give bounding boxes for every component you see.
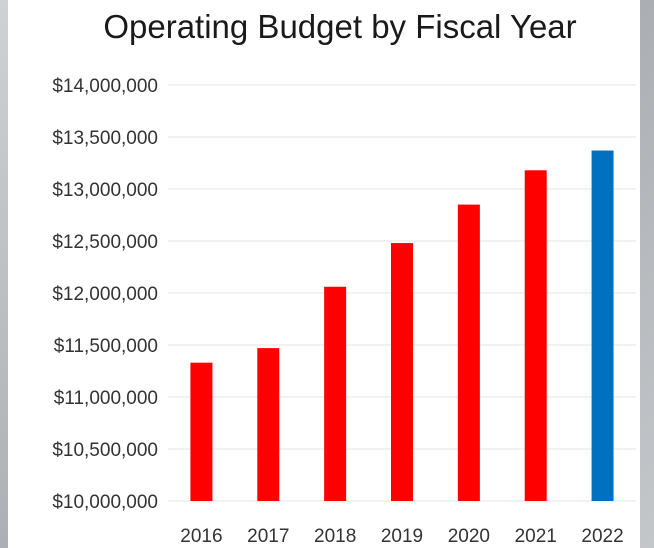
y-tick-label: $10,500,000: [52, 440, 158, 461]
bar-2016: [190, 362, 213, 501]
x-category-label: 2019: [381, 526, 423, 547]
x-category-label: 2018: [314, 526, 356, 547]
y-tick-label: $14,000,000: [52, 76, 158, 97]
bar-2022: [591, 150, 614, 501]
y-tick-label: $13,000,000: [52, 180, 158, 201]
y-tick-label: $12,000,000: [52, 284, 158, 305]
bar-2021: [524, 170, 547, 501]
y-tick-label: $10,000,000: [52, 492, 158, 513]
y-tick-label: $11,500,000: [54, 336, 158, 357]
chart-panel: Operating Budget by Fiscal Year $10,000,…: [8, 0, 640, 548]
bar-2020: [457, 204, 480, 501]
x-category-label: 2021: [515, 526, 557, 547]
y-tick-label: $13,500,000: [52, 128, 158, 149]
y-tick-label: $11,000,000: [54, 388, 158, 409]
y-tick-label: $12,500,000: [52, 232, 158, 253]
bar-chart: Operating Budget by Fiscal Year $10,000,…: [52, 8, 636, 547]
x-category-label: 2016: [180, 526, 222, 547]
chart-title: Operating Budget by Fiscal Year: [103, 8, 576, 45]
x-category-label: 2022: [581, 526, 623, 547]
x-axis-category-labels: 2016 2017 2018 2019 2020 2021 2022: [180, 526, 623, 547]
bar-2018: [324, 286, 347, 501]
x-category-label: 2020: [448, 526, 490, 547]
y-axis-tick-labels: $10,000,000 $10,500,000 $11,000,000 $11,500…: [52, 76, 158, 513]
bar-2019: [391, 243, 413, 501]
x-category-label: 2017: [247, 526, 289, 547]
bar-2017: [257, 348, 280, 501]
bars: [190, 150, 614, 501]
